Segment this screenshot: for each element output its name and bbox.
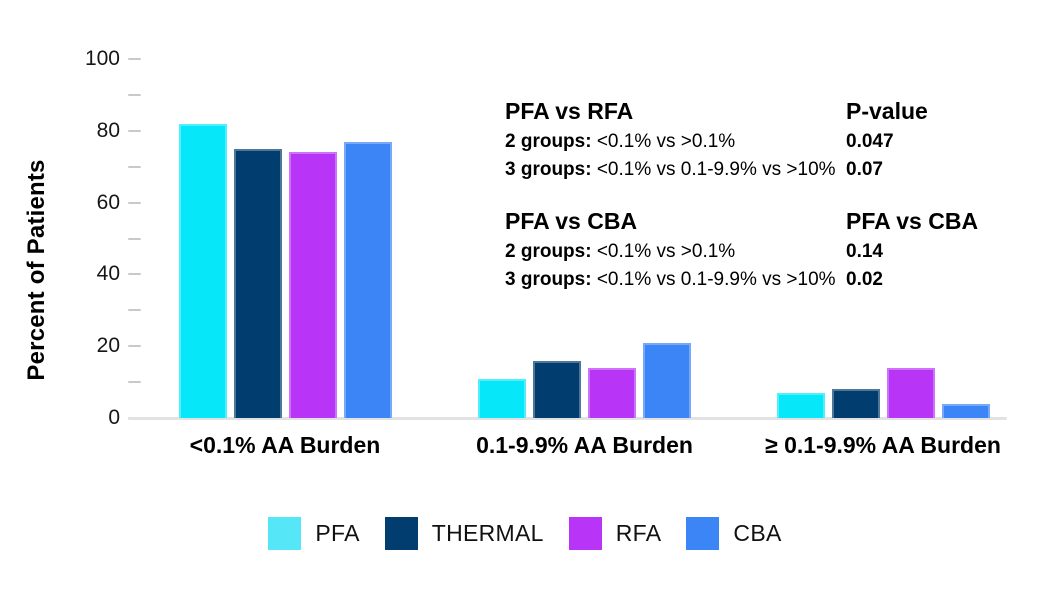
y-axis-tick [128, 58, 141, 60]
y-axis-tick-label: 60 [96, 190, 120, 214]
annotation-row-text: <0.1% vs >0.1% [591, 241, 736, 262]
legend-item-cba: CBA [686, 517, 781, 550]
legend-item-pfa: PFA [268, 517, 359, 550]
y-axis-tick [128, 93, 141, 96]
bar-cba-group1 [343, 141, 392, 418]
y-axis-tick [128, 273, 141, 276]
bar-rfa-group3 [886, 367, 935, 418]
x-axis-category-label: ≥ 0.1-9.9% AA Burden [765, 432, 1001, 458]
legend: PFA THERMAL RFA CBA [0, 517, 1050, 550]
annotation-pfa-vs-cba: PFA vs CBA PFA vs CBA 2 groups: <0.1% vs… [505, 208, 995, 296]
legend-label: RFA [615, 520, 662, 546]
x-axis-category-label: <0.1% AA Burden [189, 432, 381, 458]
y-axis-tick-label: 40 [96, 262, 120, 286]
annotation-row-pvalue: 0.14 [846, 241, 883, 262]
legend-swatch-thermal [384, 517, 418, 550]
legend-label: CBA [733, 520, 782, 546]
annotation-row-pvalue: 0.047 [846, 131, 894, 152]
legend-swatch-pfa [268, 517, 302, 550]
annotation-row-pvalue: 0.07 [846, 159, 883, 180]
annotation-pfa-vs-rfa: PFA vs RFA P-value 2 groups: <0.1% vs >0… [505, 98, 995, 186]
bar-cba-group2 [643, 342, 691, 418]
y-axis-tick [128, 309, 141, 312]
legend-label: THERMAL [431, 520, 544, 546]
y-axis-tick-label: 20 [96, 334, 120, 358]
bar-thermal-group1 [233, 148, 282, 418]
x-axis-category-label: 0.1-9.9% AA Burden [476, 432, 693, 458]
annotation-row-label: 2 groups: [505, 131, 592, 152]
y-axis-tick [128, 129, 141, 132]
legend-item-rfa: RFA [568, 517, 662, 550]
y-axis-tick [128, 345, 141, 348]
bar-thermal-group3 [831, 389, 880, 418]
legend-swatch-cba [686, 517, 720, 550]
annotation-heading-left: PFA vs RFA [505, 98, 634, 124]
x-axis-line [128, 417, 1007, 420]
annotation-row-pvalue: 0.02 [846, 269, 883, 290]
y-axis-tick [128, 381, 141, 384]
bar-pfa-group1 [178, 123, 227, 418]
annotation-row-text: <0.1% vs >0.1% [591, 131, 736, 152]
annotation-heading-right: PFA vs CBA [846, 208, 979, 234]
bar-cba-group3 [941, 403, 990, 418]
annotation-row-text: <0.1% vs 0.1-9.9% vs >10% [591, 159, 836, 180]
bar-pfa-group2 [478, 378, 526, 418]
y-axis-tick-label: 80 [96, 118, 120, 142]
annotation-heading-left: PFA vs CBA [505, 208, 638, 234]
annotation-row-label: 3 groups: [505, 159, 592, 180]
y-axis-tick [128, 237, 141, 240]
annotation-row-text: <0.1% vs 0.1-9.9% vs >10% [591, 269, 836, 290]
annotation-heading-pvalue: P-value [846, 98, 928, 124]
annotation-row-label: 2 groups: [505, 241, 592, 262]
bar-rfa-group2 [588, 367, 636, 418]
y-axis-tick [128, 201, 141, 204]
bar-rfa-group1 [288, 152, 337, 418]
annotation-row-label: 3 groups: [505, 269, 592, 290]
bar-pfa-group3 [776, 392, 825, 418]
y-axis-tick-label: 0 [108, 406, 120, 429]
legend-item-thermal: THERMAL [384, 517, 544, 550]
legend-swatch-rfa [568, 517, 602, 550]
y-axis-tick [128, 165, 141, 168]
y-axis-tick-label: 100 [84, 47, 120, 70]
legend-label: PFA [315, 520, 360, 546]
bar-thermal-group2 [533, 360, 581, 418]
